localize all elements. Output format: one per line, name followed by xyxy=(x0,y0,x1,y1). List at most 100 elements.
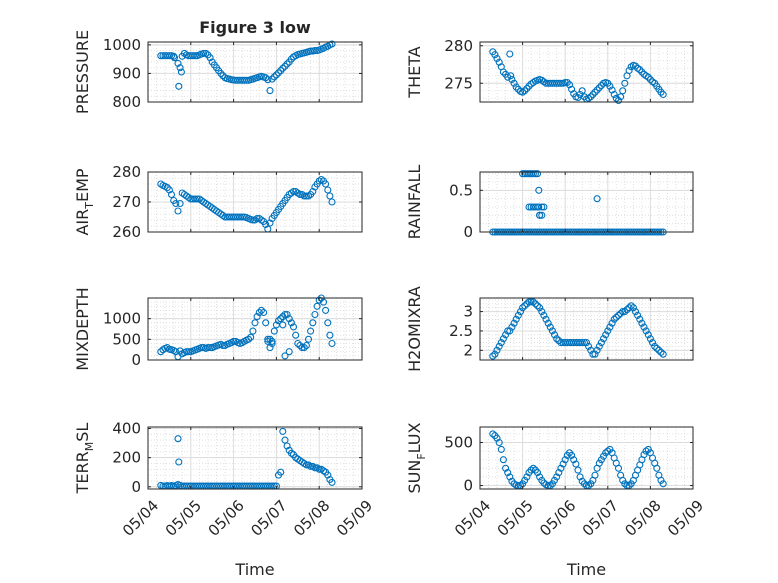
data-point xyxy=(319,298,328,306)
data-point xyxy=(568,451,576,459)
data-point xyxy=(529,298,537,306)
y-axis-label-tail: EMP xyxy=(73,168,92,202)
data-point xyxy=(289,323,298,331)
panel-rainfall: 0 0.5 RAINFALL xyxy=(405,165,694,241)
data-point xyxy=(608,86,616,94)
data-point xyxy=(570,456,578,464)
data-point xyxy=(521,302,529,310)
y-axis-label: THETA xyxy=(405,46,424,98)
data-point xyxy=(495,438,503,447)
data-point xyxy=(493,346,501,354)
data-point xyxy=(283,442,291,450)
data-point xyxy=(659,350,667,358)
data-point xyxy=(504,327,512,335)
chart-title: Figure 3 low xyxy=(199,18,311,37)
data-point xyxy=(264,337,272,345)
data-point xyxy=(174,207,182,215)
data-point xyxy=(617,309,625,318)
axes-frame xyxy=(147,297,363,361)
data-point xyxy=(315,177,323,185)
data-point xyxy=(617,93,625,101)
data-point xyxy=(619,308,627,316)
data-point xyxy=(599,452,608,460)
data-point xyxy=(508,75,516,84)
y-axis-label: AIRTEMP xyxy=(73,168,96,235)
y-tick-label: 0 xyxy=(463,223,473,241)
data-point xyxy=(499,456,507,464)
axes-frame xyxy=(479,41,694,103)
data-point xyxy=(507,72,515,80)
y-tick-label: 900 xyxy=(112,64,141,82)
data-point xyxy=(185,348,193,356)
data-point xyxy=(536,304,544,312)
data-point xyxy=(304,192,313,200)
data-point xyxy=(328,478,336,486)
data-point xyxy=(625,66,633,75)
data-point xyxy=(580,339,588,347)
data-point xyxy=(172,199,180,208)
data-point xyxy=(521,87,529,95)
data-point xyxy=(260,308,268,317)
data-point xyxy=(516,308,525,316)
data-point xyxy=(540,311,548,319)
data-point xyxy=(646,335,654,343)
panel-h2omixra: 22.53 H2OMIXRA xyxy=(405,286,694,372)
y-tick-label: 0 xyxy=(131,478,141,496)
data-point xyxy=(294,189,302,197)
data-point xyxy=(202,49,210,57)
data-point xyxy=(279,321,287,329)
data-point xyxy=(535,203,543,211)
y-axis-label: SUNFLUX xyxy=(405,422,428,493)
data-point xyxy=(638,319,646,327)
data-point xyxy=(285,348,293,356)
data-point xyxy=(313,464,321,472)
y-axis-label-subscript: M xyxy=(83,442,96,452)
data-point xyxy=(644,331,652,339)
data-point xyxy=(217,69,225,77)
data-point xyxy=(307,327,315,335)
data-point xyxy=(553,473,561,481)
data-point xyxy=(561,78,569,87)
data-point xyxy=(597,339,605,347)
data-point xyxy=(219,211,227,220)
data-point xyxy=(625,304,633,312)
data-point xyxy=(559,460,567,468)
data-point xyxy=(533,170,542,178)
data-point xyxy=(659,480,667,488)
data-point xyxy=(506,50,514,58)
data-point xyxy=(512,315,520,323)
data-point xyxy=(525,82,533,90)
data-point xyxy=(193,195,201,203)
data-point xyxy=(521,476,529,484)
data-point xyxy=(546,323,554,331)
data-point xyxy=(499,335,507,343)
data-point xyxy=(274,69,283,77)
data-point xyxy=(510,319,518,327)
x-axis-label: Time xyxy=(566,560,606,579)
data-point xyxy=(311,464,319,472)
data-point xyxy=(247,333,255,341)
data-point xyxy=(264,335,272,343)
data-point xyxy=(519,304,527,312)
y-tick-label: 280 xyxy=(444,37,473,55)
data-point xyxy=(279,64,287,72)
data-point xyxy=(262,319,270,327)
data-point xyxy=(557,464,565,472)
data-point xyxy=(283,60,291,68)
panel-pressure: 800 900 1000 PRESSURE Figure 3 low xyxy=(73,18,363,114)
y-tick-label: 800 xyxy=(112,93,141,111)
data-point xyxy=(653,464,661,472)
data-point xyxy=(495,342,503,350)
data-point xyxy=(595,459,603,467)
data-point xyxy=(489,430,497,438)
data-point xyxy=(612,313,620,321)
data-point xyxy=(550,476,559,484)
data-point xyxy=(655,346,663,354)
y-tick-label: 0 xyxy=(463,477,473,495)
data-point xyxy=(497,339,505,347)
data-point xyxy=(529,78,537,87)
data-point xyxy=(315,296,323,304)
data-point xyxy=(167,190,176,199)
y-axis-label-main: RAINFALL xyxy=(405,165,424,240)
